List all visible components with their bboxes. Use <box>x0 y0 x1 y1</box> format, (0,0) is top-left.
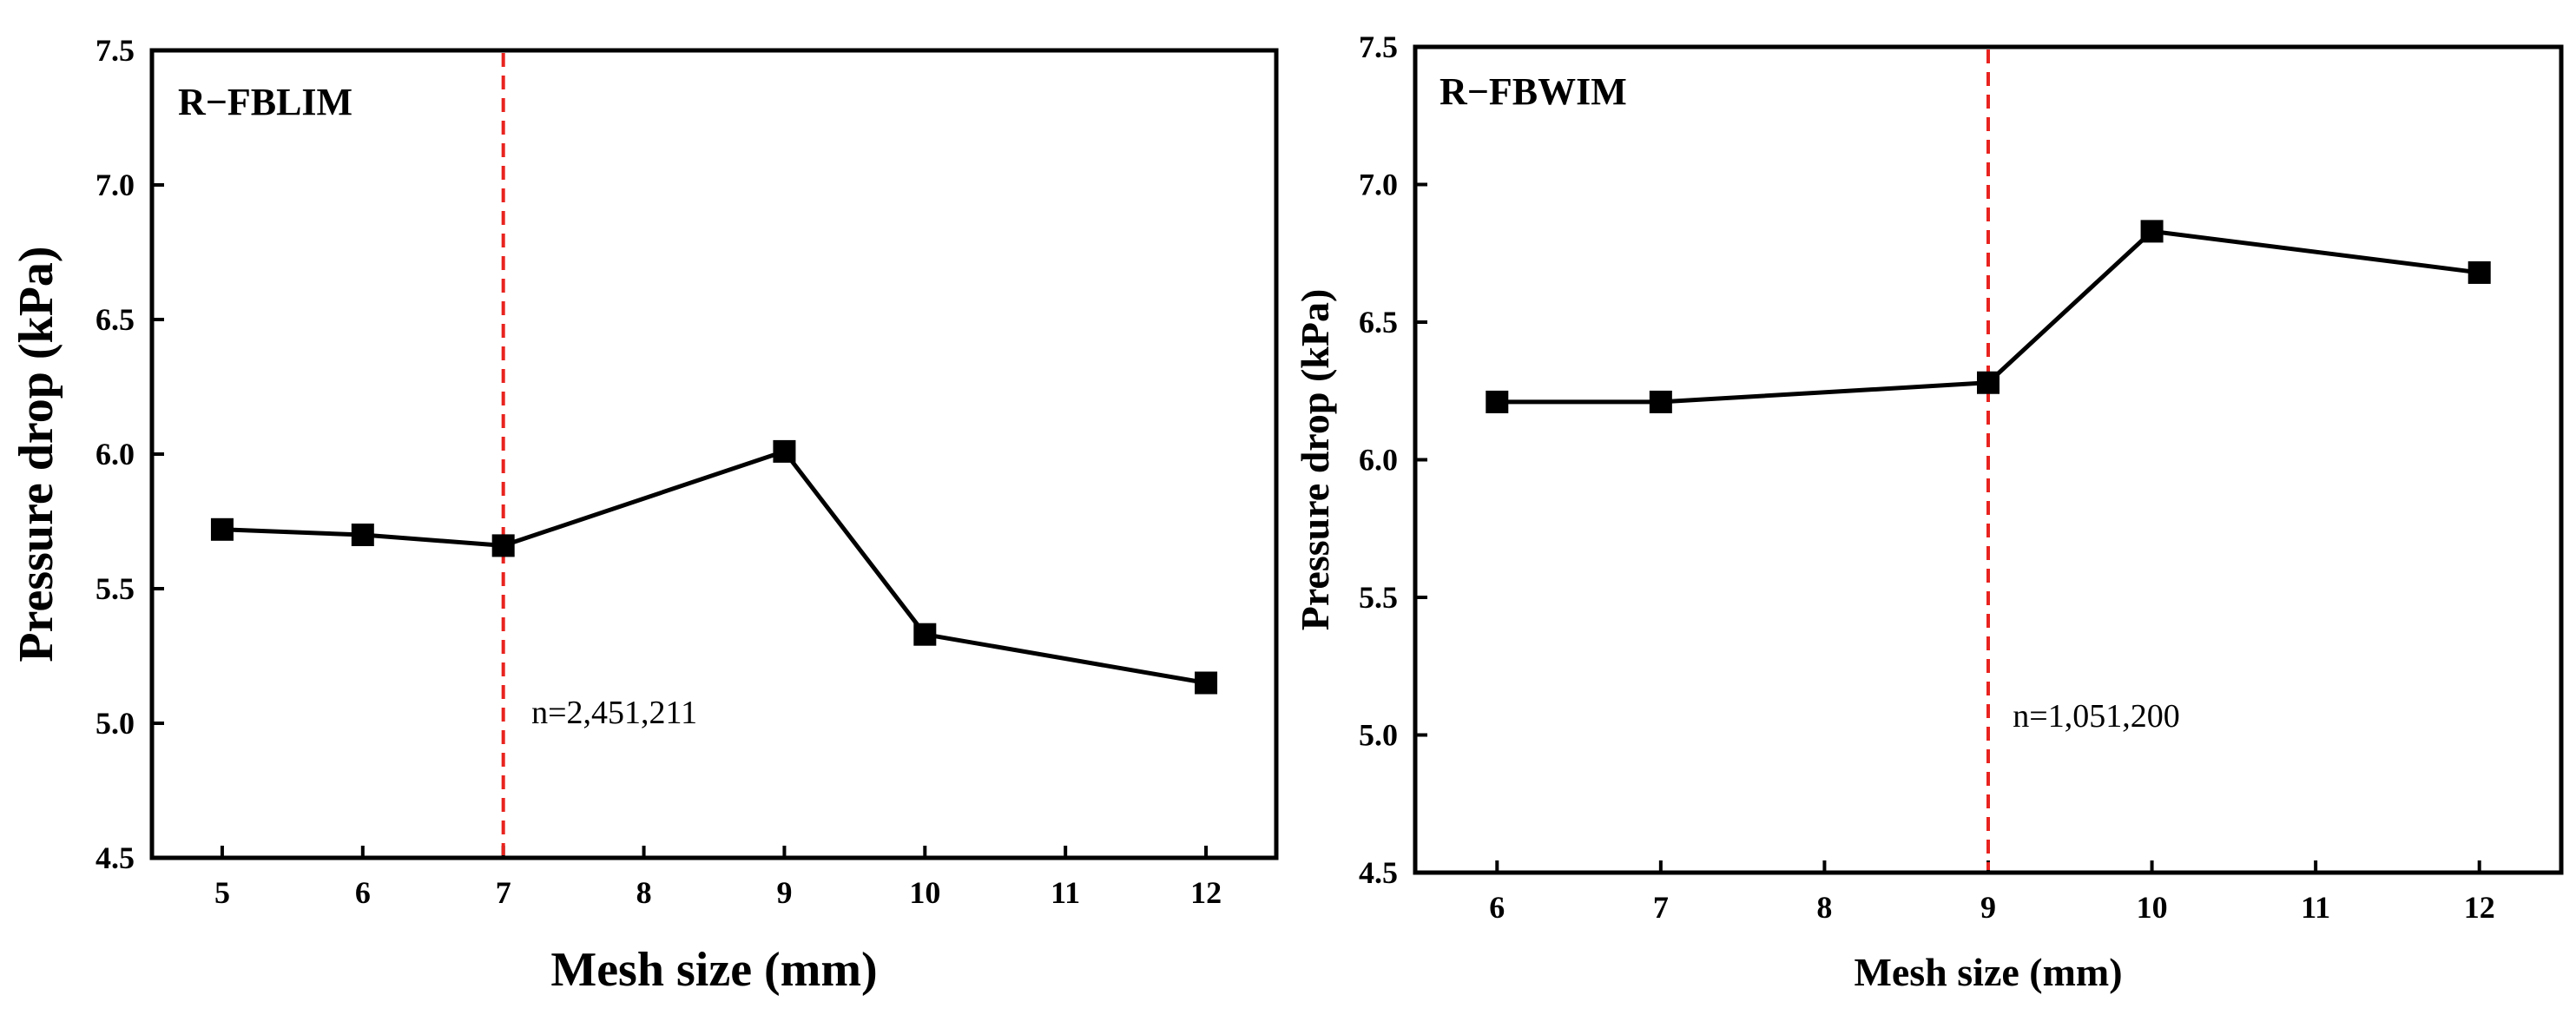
y-axis-title: Pressure drop (kPa) <box>1293 289 1337 631</box>
data-point-marker <box>773 439 796 463</box>
data-point-marker <box>1649 390 1672 413</box>
x-tick-label: 6 <box>355 875 371 910</box>
data-point-marker <box>210 517 234 541</box>
x-tick-label: 12 <box>1190 875 1222 910</box>
panel-title: R−FBWIM <box>1440 70 1627 113</box>
x-tick-label: 7 <box>496 875 511 910</box>
data-point-marker <box>2140 220 2164 243</box>
y-tick-label: 4.5 <box>1359 855 1398 890</box>
y-tick-label: 6.5 <box>96 302 135 337</box>
x-axis-title: Mesh size (mm) <box>550 943 877 997</box>
y-axis-title: Pressure drop (kPa) <box>10 246 63 662</box>
data-point-marker <box>1977 371 2000 394</box>
x-tick-label: 8 <box>636 875 652 910</box>
chart-panel-r-fbwim: 6 7 8 9 10 11 12 4.5 5.0 5.5 6.0 6.5 7.0 7.5 R−FBWIM n=… <box>1293 30 2564 994</box>
y-tick-label: 4.5 <box>96 840 135 875</box>
y-tick-label: 6.5 <box>1359 305 1398 339</box>
data-point-marker <box>2467 260 2491 284</box>
y-tick-label: 7.5 <box>1359 30 1398 64</box>
plot-frame <box>149 48 1279 860</box>
x-tick-label: 7 <box>1653 890 1669 925</box>
y-tick-label: 6.0 <box>96 437 135 471</box>
mesh-count-annotation: n=1,051,200 <box>2013 698 2179 735</box>
x-tick-label: 11 <box>1051 875 1080 910</box>
y-tick-label: 5.0 <box>1359 718 1398 753</box>
x-tick-label: 8 <box>1816 890 1832 925</box>
data-point-marker <box>491 534 515 557</box>
x-tick-label: 12 <box>2464 890 2495 925</box>
x-tick-label: 9 <box>776 875 792 910</box>
data-point-marker <box>351 524 374 546</box>
x-tick-label: 10 <box>2137 890 2168 925</box>
y-tick-label: 7.0 <box>1359 168 1398 202</box>
x-tick-label: 5 <box>214 875 230 910</box>
y-tick-label: 6.0 <box>1359 443 1398 478</box>
x-tick-label: 6 <box>1489 890 1505 925</box>
data-point-marker <box>1486 390 1509 413</box>
series-line <box>221 449 1207 685</box>
y-tick-label: 5.0 <box>96 706 135 741</box>
y-tick-label: 5.5 <box>96 571 135 606</box>
y-tick-label: 7.0 <box>96 168 135 202</box>
x-tick-label: 10 <box>909 875 940 910</box>
y-tick-label: 5.5 <box>1359 580 1398 615</box>
x-tick-label: 11 <box>2301 890 2330 925</box>
x-tick-label: 9 <box>1980 890 1996 925</box>
chart-panel-r-fblim: 5 6 7 8 9 10 11 12 4.5 5.0 5.5 6.0 6.5 7.0 7.5 R−FBLIM n… <box>10 33 1279 997</box>
data-point-marker <box>1195 671 1218 695</box>
x-axis-title: Mesh size (mm) <box>1854 950 2122 994</box>
panel-title: R−FBLIM <box>178 81 352 123</box>
y-tick-label: 7.5 <box>96 33 135 68</box>
mesh-count-annotation: n=2,451,211 <box>531 695 697 731</box>
data-point-marker <box>913 623 937 646</box>
